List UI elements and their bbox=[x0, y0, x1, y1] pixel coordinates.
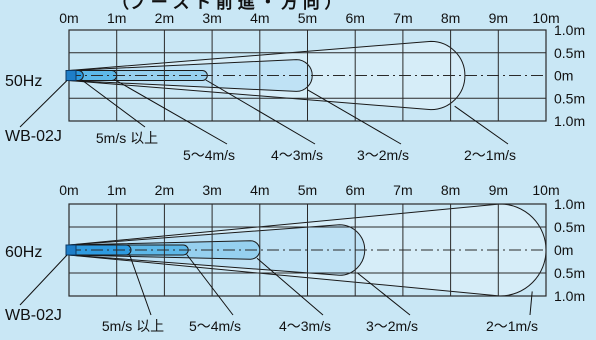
zone-label: 3〜2m/s bbox=[357, 147, 409, 163]
model-label: WB-02J bbox=[5, 128, 62, 145]
x-axis-labels: 0m 1m 2m 3m 4m 5m 6m 7m 8m 9m 10m bbox=[59, 10, 559, 26]
zone-label: 5〜4m/s bbox=[189, 318, 241, 334]
x-tick-label: 9m bbox=[489, 182, 508, 198]
model-leader-line bbox=[19, 80, 68, 128]
y-tick-label: 0m bbox=[554, 68, 573, 84]
x-tick-label: 2m bbox=[155, 182, 174, 198]
y-tick-label: 1.0m bbox=[554, 288, 585, 304]
y-tick-label: 0m bbox=[554, 242, 573, 258]
x-tick-label: 1m bbox=[107, 10, 126, 26]
x-tick-label: 7m bbox=[393, 10, 412, 26]
model-leader-line bbox=[19, 254, 68, 306]
y-tick-label: 1.0m bbox=[554, 113, 585, 129]
zone-label: 5〜4m/s bbox=[183, 147, 235, 163]
grid bbox=[65, 29, 547, 122]
chart-50hz: 0m 1m 2m 3m 4m 5m 6m 7m 8m 9m 10m 1.0m0.5m0m0.5m1.… bbox=[5, 10, 585, 163]
zone-label: 5m/s 以上 bbox=[96, 130, 158, 146]
x-tick-label: 10m bbox=[532, 10, 559, 26]
x-tick-label: 7m bbox=[393, 182, 412, 198]
x-tick-label: 3m bbox=[202, 182, 221, 198]
x-tick-label: 5m bbox=[298, 10, 317, 26]
y-tick-label: 0.5m bbox=[554, 90, 585, 106]
zone-labels: 5m/s 以上 5〜4m/s 4〜3m/s 3〜2m/s 2〜1m/s bbox=[19, 79, 516, 163]
leader-line bbox=[129, 254, 152, 316]
x-tick-label: 8m bbox=[441, 182, 460, 198]
grid bbox=[65, 203, 547, 297]
frequency-label: 60Hz bbox=[5, 244, 42, 261]
zone-label: 2〜1m/s bbox=[486, 318, 538, 334]
x-tick-label: 1m bbox=[107, 182, 126, 198]
x-tick-label: 9m bbox=[489, 10, 508, 26]
y-tick-label: 0.5m bbox=[554, 265, 585, 281]
zone-labels: 5m/s 以上 5〜4m/s 4〜3m/s 3〜2m/s 2〜1m/s bbox=[19, 254, 538, 334]
leader-line bbox=[81, 79, 146, 128]
zone-label: 2〜1m/s bbox=[464, 147, 516, 163]
leader-line bbox=[205, 79, 316, 145]
y-axis-labels: 1.0m 0.5m 0m 0.5m 1.0m bbox=[554, 196, 585, 304]
x-axis-labels: 0m 1m 2m 3m 4m 5m 6m 7m 8m 9m 10m bbox=[59, 182, 559, 198]
x-tick-label: 6m bbox=[345, 10, 364, 26]
leader-line bbox=[454, 105, 509, 145]
x-tick-label: 8m bbox=[441, 10, 460, 26]
y-tick-label: 0.5m bbox=[554, 219, 585, 235]
nozzle-icon bbox=[65, 70, 77, 81]
x-tick-label: 0m bbox=[59, 182, 78, 198]
header-fragment: （ブ ー ス ト 前 進 ・ 方 向 ） bbox=[112, 0, 342, 12]
x-tick-label: 0m bbox=[59, 10, 78, 26]
zone-label: 5m/s 以上 bbox=[102, 318, 164, 334]
leader-line bbox=[114, 79, 228, 145]
model-label: WB-02J bbox=[5, 307, 62, 324]
leader-line bbox=[307, 89, 402, 145]
y-tick-label: 1.0m bbox=[554, 196, 585, 212]
frequency-label: 50Hz bbox=[5, 73, 42, 90]
x-tick-label: 2m bbox=[155, 10, 174, 26]
leader-line bbox=[186, 254, 234, 316]
zone-label: 4〜3m/s bbox=[271, 147, 323, 163]
zone-label: 4〜3m/s bbox=[279, 318, 331, 334]
x-tick-label: 4m bbox=[250, 182, 269, 198]
x-tick-label: 4m bbox=[250, 10, 269, 26]
nozzle-icon bbox=[65, 244, 77, 256]
x-tick-label: 10m bbox=[532, 182, 559, 198]
leader-line bbox=[256, 257, 324, 316]
y-axis-labels: 1.0m 0.5m 0m 0.5m 1.0m bbox=[554, 22, 585, 129]
zone-label: 3〜2m/s bbox=[366, 318, 418, 334]
x-tick-label: 5m bbox=[298, 182, 317, 198]
leader-line bbox=[356, 272, 411, 316]
chart-60hz: 0m 1m 2m 3m 4m 5m 6m 7m 8m 9m 10m 1.0m0.5m0m0.5m1.… bbox=[5, 182, 585, 334]
leader-line bbox=[529, 291, 533, 316]
x-tick-label: 3m bbox=[202, 10, 221, 26]
x-tick-label: 6m bbox=[345, 182, 364, 198]
y-tick-label: 1.0m bbox=[554, 22, 585, 38]
y-tick-label: 0.5m bbox=[554, 45, 585, 61]
